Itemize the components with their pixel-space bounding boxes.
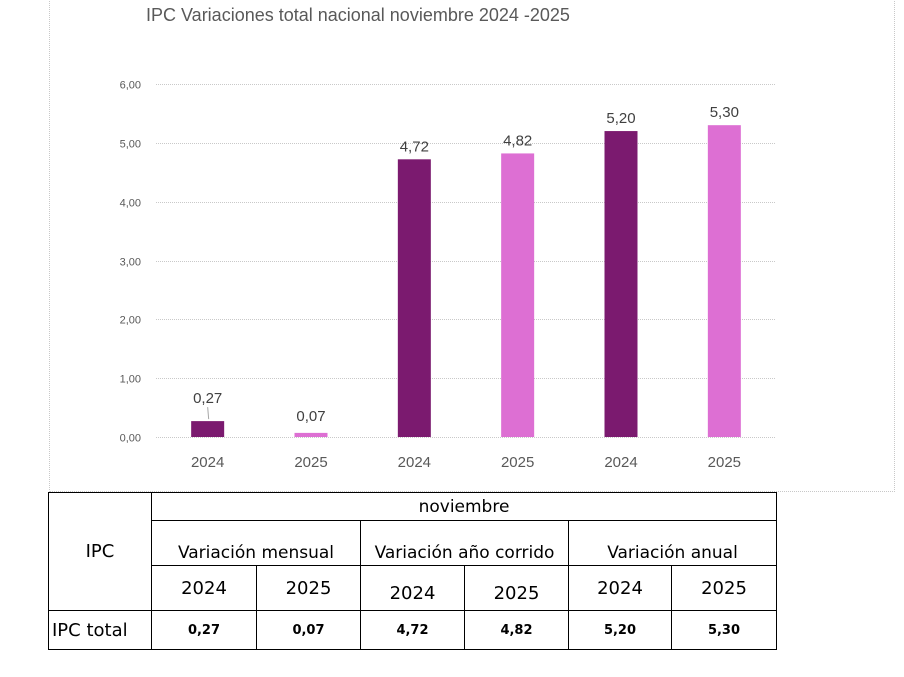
table-cell: 5,30 [671, 610, 777, 650]
x-category-label: 2024 [604, 454, 637, 471]
data-label: 4,82 [503, 132, 532, 149]
table-year-header: 2024 [568, 565, 672, 611]
bar [604, 131, 638, 438]
chart-title: IPC Variaciones total nacional noviembre… [146, 5, 570, 25]
table-year-header: 2025 [671, 565, 777, 611]
y-tick-label: 0,00 [120, 433, 141, 445]
table-month-header: noviembre [151, 492, 777, 521]
bar [707, 125, 741, 437]
table-cell: 4,72 [360, 610, 465, 650]
x-category-label: 2024 [191, 454, 224, 471]
bar [191, 421, 225, 437]
gridlines [156, 84, 776, 438]
table-cell: 4,82 [464, 610, 569, 650]
table-cell: 5,20 [568, 610, 672, 650]
y-tick-label: 2,00 [120, 315, 141, 327]
bar [294, 432, 328, 437]
data-label: 0,27 [193, 390, 222, 407]
table-group-header: Variación anual [568, 520, 777, 566]
data-label: 4,72 [400, 138, 429, 155]
bar [397, 159, 431, 437]
data-labels: 0,27 0,07 4,72 4,82 5,20 5,30 [193, 104, 739, 425]
chart-area [49, 0, 895, 492]
ipc-data-table: IPC noviembre Variación mensual Variació… [48, 492, 777, 650]
table-group-header: Variación año corrido [360, 520, 569, 566]
bar [501, 153, 535, 437]
y-tick-label: 4,00 [120, 198, 141, 210]
x-axis-category-labels: 2024 2025 2024 2025 2024 2025 [191, 454, 741, 471]
table-year-header: 2024 [360, 565, 465, 611]
bar-chart: 0,00 1,00 2,00 3,00 4,00 5,00 6,00 0,27 0,07 4,7… [120, 80, 776, 471]
x-category-label: 2025 [501, 454, 534, 471]
table-year-header: 2025 [256, 565, 361, 611]
y-axis-tick-labels: 0,00 1,00 2,00 3,00 4,00 5,00 6,00 [120, 80, 141, 445]
y-tick-label: 3,00 [120, 257, 141, 269]
table-row-header: IPC [48, 492, 152, 611]
data-label: 5,20 [606, 110, 635, 127]
x-category-label: 2025 [294, 454, 327, 471]
table-year-header: 2024 [151, 565, 257, 611]
y-tick-label: 5,00 [120, 139, 141, 151]
table-row-label: IPC total [48, 610, 152, 650]
x-category-label: 2025 [708, 454, 741, 471]
table-cell: 0,07 [256, 610, 361, 650]
y-tick-label: 1,00 [120, 374, 141, 386]
leader-line [207, 407, 210, 420]
table-group-header: Variación mensual [151, 520, 361, 566]
data-label: 0,07 [296, 408, 325, 425]
table-row: IPC total 0,27 0,07 4,72 4,82 5,20 5,30 [48, 610, 777, 650]
data-label: 5,30 [710, 104, 739, 121]
x-category-label: 2024 [398, 454, 431, 471]
table-year-header: 2025 [464, 565, 569, 611]
table-cell: 0,27 [151, 610, 257, 650]
bars [191, 125, 741, 438]
y-tick-label: 6,00 [120, 80, 141, 92]
